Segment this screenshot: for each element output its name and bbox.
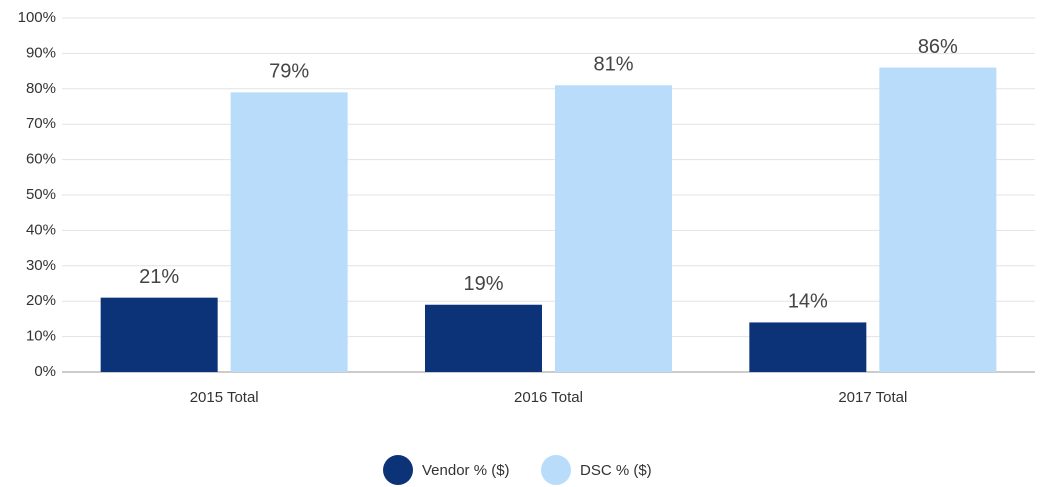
bar [879, 67, 997, 372]
bar [425, 304, 542, 372]
y-tick-label: 30% [26, 257, 56, 274]
legend-label: DSC % ($) [580, 462, 652, 479]
bar [230, 92, 348, 372]
value-label: 86% [918, 36, 958, 58]
y-tick-label: 70% [26, 115, 56, 132]
y-tick-label: 80% [26, 80, 56, 97]
y-tick-label: 20% [26, 292, 56, 309]
legend-swatch [541, 455, 571, 485]
value-label: 79% [269, 61, 309, 83]
x-tick-label: 2015 Total [190, 389, 259, 406]
bar [100, 297, 218, 372]
bar [555, 85, 672, 372]
legend-swatch [383, 455, 413, 485]
y-tick-label: 0% [34, 363, 56, 380]
y-tick-label: 60% [26, 151, 56, 168]
y-tick-label: 100% [18, 9, 56, 26]
value-label: 14% [788, 291, 828, 313]
value-label: 21% [139, 266, 179, 288]
x-tick-label: 2016 Total [514, 389, 583, 406]
y-tick-label: 90% [26, 44, 56, 61]
y-tick-label: 10% [26, 328, 56, 345]
x-tick-label: 2017 Total [838, 389, 907, 406]
legend-label: Vendor % ($) [422, 462, 510, 479]
value-label: 19% [463, 273, 503, 295]
bar [749, 322, 867, 372]
y-tick-label: 50% [26, 186, 56, 203]
value-label: 81% [593, 54, 633, 76]
y-tick-label: 40% [26, 221, 56, 238]
